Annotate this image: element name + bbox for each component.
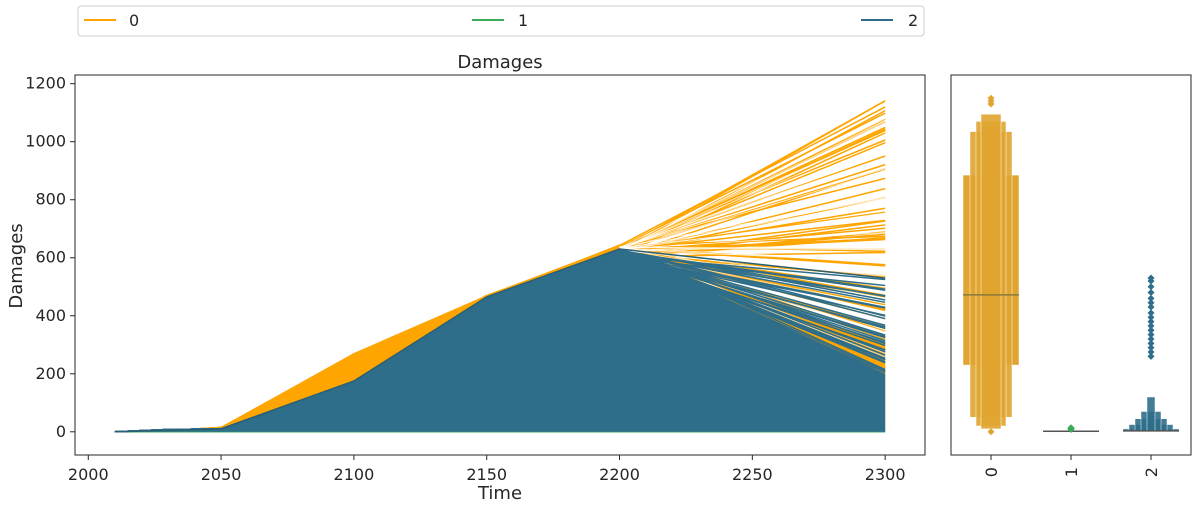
x-tick-label: 2200 <box>599 465 640 484</box>
boxen-outlier <box>1147 294 1155 302</box>
boxen-x-ticks: 0 1 2 <box>982 455 1161 477</box>
y-tick-label: 1000 <box>25 132 66 151</box>
boxen-outlier <box>1147 303 1155 311</box>
boxen-outlier <box>987 428 995 436</box>
series-0-gap-line <box>619 157 886 248</box>
x-tick-label: 2250 <box>732 465 773 484</box>
y-tick-label: 400 <box>35 306 66 325</box>
y-axis-label: Damages <box>6 223 27 308</box>
y-tick-label: 0 <box>56 422 66 441</box>
series-0-gap-line <box>619 251 886 259</box>
boxen-marks <box>962 94 1180 436</box>
series-0-gap-line <box>619 218 886 248</box>
series-0-gap-line <box>619 199 886 251</box>
boxen-outlier <box>1147 313 1155 321</box>
series-0-gap-line <box>619 212 886 251</box>
series-0-gap-line <box>619 170 886 251</box>
boxen-outlier <box>1147 344 1155 352</box>
legend-label-0: 0 <box>129 11 139 30</box>
series-0-gap-line <box>619 121 886 251</box>
series-0-gap-line <box>619 248 886 263</box>
main-series-group <box>114 100 886 433</box>
boxen-box <box>1146 396 1156 433</box>
boxen-plot: 0 1 2 <box>950 74 1192 477</box>
series-0-gap-line <box>619 137 886 251</box>
y-tick-label: 600 <box>35 248 66 267</box>
boxen-outlier <box>1147 331 1155 339</box>
boxen-outlier <box>1147 283 1155 291</box>
y-tick-label: 800 <box>35 190 66 209</box>
boxen-outlier <box>1147 299 1155 307</box>
series-0-gap-line <box>619 168 886 249</box>
y-tick-label: 1200 <box>25 74 66 93</box>
x-tick-label: 2100 <box>334 465 375 484</box>
boxen-outlier <box>1147 309 1155 317</box>
series-2-line <box>114 249 886 433</box>
legend-label-2: 2 <box>908 11 918 30</box>
boxen-outlier <box>1147 339 1155 347</box>
series-0-gap-line <box>619 247 886 251</box>
series-0-gap-line <box>619 197 886 248</box>
x-tick-label: 2300 <box>865 465 906 484</box>
series-0-gap-line <box>619 159 886 249</box>
boxen-outlier <box>1067 424 1075 432</box>
x-tick-label: 2000 <box>68 465 109 484</box>
main-plot-frame <box>74 74 926 456</box>
boxen-box <box>980 113 1002 430</box>
x-tick-label: 2050 <box>201 465 242 484</box>
boxen-x-tick-label: 1 <box>1062 467 1081 477</box>
legend-label-1: 1 <box>518 11 528 30</box>
boxen-outlier <box>1147 335 1155 343</box>
boxen-outlier <box>1147 318 1155 326</box>
series-0-gap-line <box>619 197 886 250</box>
series-0-gap-line <box>619 131 886 251</box>
series-0-gap-line <box>619 246 886 250</box>
main-plot: Damages 2000 2050 2100 2150 2200 2250 2300 020… <box>6 52 926 504</box>
series-2-line <box>114 248 886 433</box>
x-tick-label: 2150 <box>466 465 507 484</box>
y-tick-label: 200 <box>35 364 66 383</box>
boxen-outlier <box>1147 322 1155 330</box>
series-0-gap-line <box>619 118 886 251</box>
boxen-x-tick-label: 2 <box>1142 467 1161 477</box>
y-ticks: 0 200 400 600 800 1000 1200 <box>25 74 75 441</box>
boxen-outlier <box>1147 289 1155 297</box>
boxen-outlier <box>1147 326 1155 334</box>
chart-title: Damages <box>457 52 542 73</box>
boxen-outlier <box>1147 352 1155 360</box>
boxen-x-tick-label: 0 <box>982 467 1001 477</box>
x-axis-label: Time <box>477 483 522 504</box>
boxen-outlier <box>1147 274 1155 282</box>
series-0-gap-line <box>619 247 886 262</box>
legend: 0 1 2 <box>77 5 925 37</box>
series-0-gap-line <box>619 116 886 249</box>
series-0-gap-line <box>619 243 886 251</box>
boxen-outlier <box>1147 348 1155 356</box>
series-0-gap-line <box>619 232 886 250</box>
series-2-area <box>114 249 886 432</box>
boxen-outlier <box>987 94 995 102</box>
x-ticks: 2000 2050 2100 2150 2200 2250 2300 <box>68 455 906 484</box>
